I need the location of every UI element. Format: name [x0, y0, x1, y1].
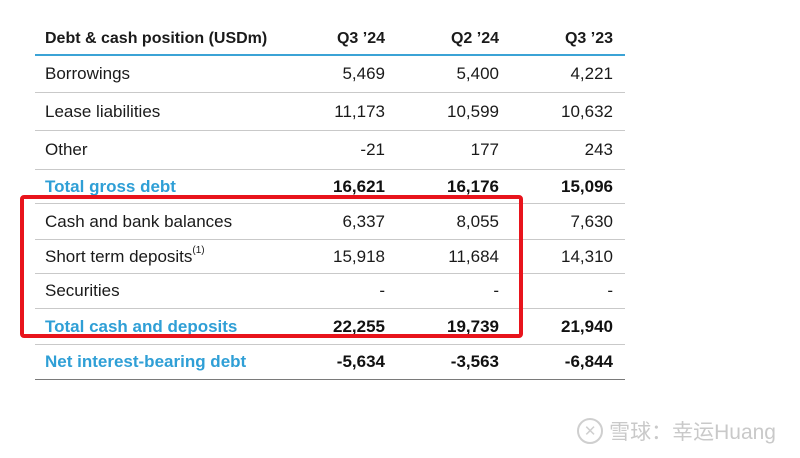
row-label-text: Short term deposits — [45, 246, 193, 266]
row-value: -3,563 — [450, 352, 499, 371]
header-col-q3-23: Q3 ’23 — [564, 30, 613, 47]
header-col-q2-24: Q2 ’24 — [450, 30, 499, 47]
row-value: 11,173 — [334, 101, 385, 121]
table-row: Other -21 177 243 — [35, 131, 625, 170]
row-label-text: Total cash and deposits — [45, 316, 238, 336]
header-label: Debt & cash position (USDm) — [45, 30, 268, 47]
watermark: ✕ 雪球：幸运Huang — [577, 416, 776, 446]
table-row: Total gross debt 16,621 16,176 15,096 — [35, 170, 625, 204]
row-label: Net interest-bearing debt — [45, 352, 246, 372]
table-row: Short term deposits(1) 15,918 11,684 14,310 — [35, 240, 625, 274]
row-value: - — [493, 281, 499, 300]
row-label: Cash and bank balances — [45, 212, 232, 232]
row-value: 15,918 — [333, 246, 385, 266]
row-value: 14,310 — [561, 246, 613, 266]
row-value: 10,599 — [447, 101, 499, 121]
row-label: Other — [45, 140, 88, 160]
row-label: Short term deposits(1) — [45, 244, 205, 267]
table-header-row: Debt & cash position (USDm) Q3 ’24 Q2 ’2… — [35, 24, 625, 56]
debt-cash-table: Debt & cash position (USDm) Q3 ’24 Q2 ’2… — [35, 24, 625, 380]
table-row: Total cash and deposits 22,255 19,739 21,94… — [35, 309, 625, 345]
row-value: 6,337 — [342, 211, 385, 231]
row-label-text: Net interest-bearing debt — [45, 352, 247, 371]
header-col-q3-24: Q3 ’24 — [336, 30, 385, 47]
row-value: 243 — [584, 140, 613, 159]
row-label: Total cash and deposits — [45, 317, 237, 337]
row-label-text: Securities — [45, 281, 120, 300]
row-value: 21,940 — [561, 316, 613, 336]
row-value: 5,469 — [342, 64, 385, 83]
row-label: Total gross debt — [45, 177, 176, 197]
row-value: -6,844 — [564, 352, 613, 371]
row-label: Lease liabilities — [45, 102, 160, 122]
row-value: 11,684 — [448, 246, 499, 266]
table-row: Securities - - - — [35, 274, 625, 309]
table-row: Net interest-bearing debt -5,634 -3,563 -6,… — [35, 345, 625, 380]
row-value: 16,621 — [333, 176, 385, 196]
row-value: 4,221 — [570, 64, 613, 83]
row-label-text: Other — [45, 140, 88, 159]
row-value: 19,739 — [447, 316, 499, 336]
row-value: 8,055 — [456, 211, 499, 231]
row-value: - — [379, 281, 385, 300]
row-value: 16,176 — [447, 176, 499, 196]
snowball-logo-icon: ✕ — [577, 418, 604, 444]
row-label-text: Total gross debt — [45, 176, 176, 196]
row-label-text: Cash and bank balances — [45, 211, 233, 231]
row-label: Securities — [45, 281, 120, 301]
table-row: Lease liabilities 11,173 10,599 10,632 — [35, 93, 625, 131]
row-value: 22,255 — [333, 316, 385, 336]
row-label: Borrowings — [45, 64, 130, 84]
row-value: 5,400 — [456, 64, 499, 83]
row-value: -21 — [360, 140, 385, 159]
row-value: -5,634 — [336, 352, 385, 371]
row-value: 7,630 — [570, 211, 613, 231]
table-row: Cash and bank balances 6,337 8,055 7,630 — [35, 204, 625, 240]
row-value: 15,096 — [561, 176, 613, 196]
watermark-text: 雪球：幸运Huang — [609, 421, 776, 444]
row-label-text: Borrowings — [45, 64, 131, 83]
row-value: 10,632 — [561, 101, 613, 121]
table-row: Borrowings 5,469 5,400 4,221 — [35, 56, 625, 93]
row-value: - — [607, 281, 613, 300]
row-value: 177 — [470, 140, 499, 159]
row-label-text: Lease liabilities — [45, 101, 161, 121]
footnote-marker: (1) — [192, 244, 205, 256]
